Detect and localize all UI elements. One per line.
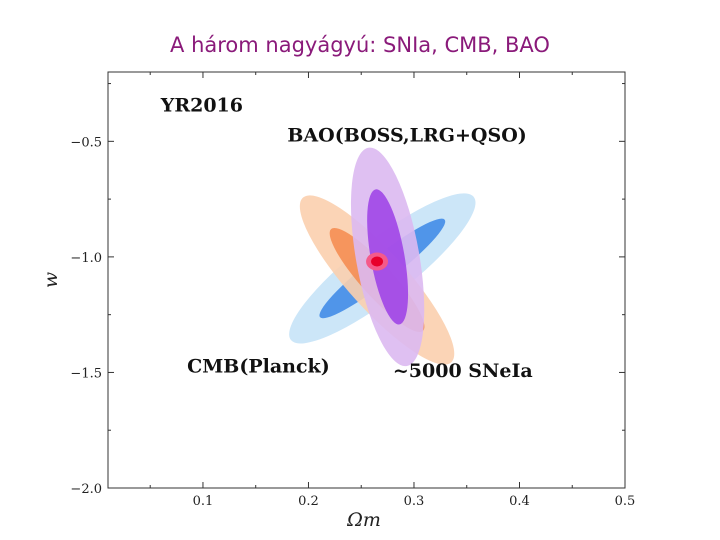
contour-2-inner [367,189,409,325]
x-tick-label: 0.5 [615,494,636,509]
annotation-label: ~5000 SNeIa [393,360,533,382]
annotation-label: BAO(BOSS,LRG+QSO) [287,124,526,146]
x-tick-label: 0.4 [509,494,530,509]
y-tick-label: −1.0 [70,251,102,266]
y-tick-label: −2.0 [70,482,102,497]
y-axis-ticks: −0.5 −1.0 −1.5 −2.0 [70,83,625,497]
annotation-label: CMB(Planck) [187,355,330,377]
contour-regions [289,147,476,367]
x-axis-label: Ωm [346,509,381,531]
annotation-label: YR2016 [160,94,243,116]
x-tick-label: 0.3 [404,494,425,509]
best-fit-inner [371,256,384,267]
y-tick-label: −1.5 [70,366,102,381]
y-tick-label: −0.5 [70,135,102,150]
x-tick-label: 0.1 [193,494,214,509]
x-tick-label: 0.2 [298,494,319,509]
y-axis-label: w [40,272,62,288]
slide-title: A három nagyágyú: SNIa, CMB, BAO [170,33,550,57]
x-axis-ticks: 0.1 0.2 0.3 0.4 0.5 [149,72,636,509]
annotations: YR2016 BAO(BOSS,LRG+QSO) CMB(Planck) ~5000 … [160,94,533,382]
